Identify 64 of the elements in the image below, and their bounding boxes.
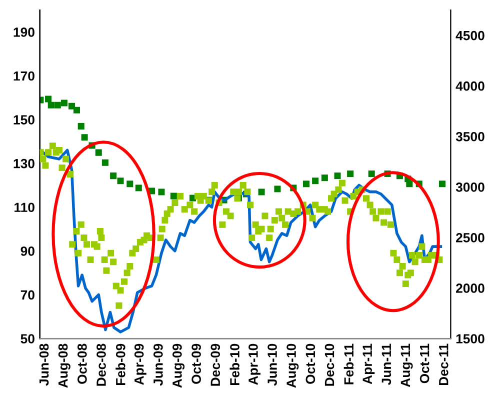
x-tick-label: Aug-10 [286, 344, 299, 388]
point [321, 174, 328, 182]
point [302, 180, 310, 188]
point [170, 192, 177, 200]
point [54, 102, 61, 108]
point [117, 178, 124, 184]
x-tick-label: Oct-09 [192, 344, 201, 384]
point [368, 170, 375, 178]
point [406, 180, 413, 188]
point [48, 102, 54, 108]
y-tick-label: 90 [20, 246, 34, 256]
point [81, 134, 88, 141]
y2-tick-label: 1500 [456, 334, 484, 344]
point [68, 102, 75, 110]
y-tick-label: 130 [14, 158, 34, 168]
point [135, 184, 142, 192]
point [60, 100, 68, 106]
x-tick-label: Apr-09 [134, 344, 146, 385]
y-tick-label: 190 [14, 28, 34, 37]
y-tick-label: 170 [14, 71, 34, 81]
x-tick-label: Feb-11 [344, 344, 354, 384]
x-tick-label: Feb-10 [230, 344, 240, 386]
x-tick-label: Feb-09 [116, 344, 126, 386]
point [312, 178, 319, 184]
point [110, 172, 117, 180]
point [274, 186, 281, 192]
x-tick-label: Jun-10 [268, 344, 277, 386]
point [95, 149, 102, 156]
x-tick-label: Aug-08 [58, 344, 70, 388]
y2-tick-label: 4500 [456, 30, 484, 40]
x-tick-label: Apr-10 [248, 344, 260, 385]
y2-tick-label: 4000 [456, 81, 484, 91]
point [78, 123, 84, 130]
y-tick-label: 110 [14, 202, 34, 212]
x-tick-label: Oct-11 [420, 344, 430, 384]
x-tick-label: Jun-11 [382, 344, 392, 385]
x-tick-label: Dec-09 [210, 344, 220, 386]
point [334, 172, 341, 180]
point [102, 159, 108, 166]
point [158, 188, 165, 196]
line-series [40, 148, 442, 334]
x-tick-label: Aug-11 [400, 344, 413, 388]
y2-tick-label: 3000 [456, 182, 484, 192]
point [73, 106, 80, 114]
y2-tick-label: 2000 [456, 284, 484, 293]
x-tick-label: Dec-10 [324, 344, 334, 386]
y-tick-label: 150 [14, 115, 34, 124]
point [258, 188, 265, 196]
x-tick-label: Dec-11 [439, 344, 448, 386]
point [347, 170, 354, 178]
x-tick-label: Jun-09 [153, 344, 163, 386]
y-tick-label: 70 [20, 290, 34, 300]
point [45, 96, 52, 102]
y-tick-label: 50 [20, 334, 34, 344]
y2-tick-label: 3500 [456, 132, 484, 142]
x-tick-label: Oct-10 [306, 344, 316, 384]
point [126, 180, 134, 188]
x-tick-label: Jun-08 [39, 344, 49, 386]
x-tick-label: Apr-11 [362, 344, 375, 384]
x-tick-label: Dec-08 [96, 344, 106, 386]
x-tick-label: Oct-08 [78, 344, 87, 384]
x-tick-label: Aug-09 [172, 344, 185, 388]
y2-tick-label: 2500 [456, 233, 484, 242]
point [438, 180, 446, 188]
